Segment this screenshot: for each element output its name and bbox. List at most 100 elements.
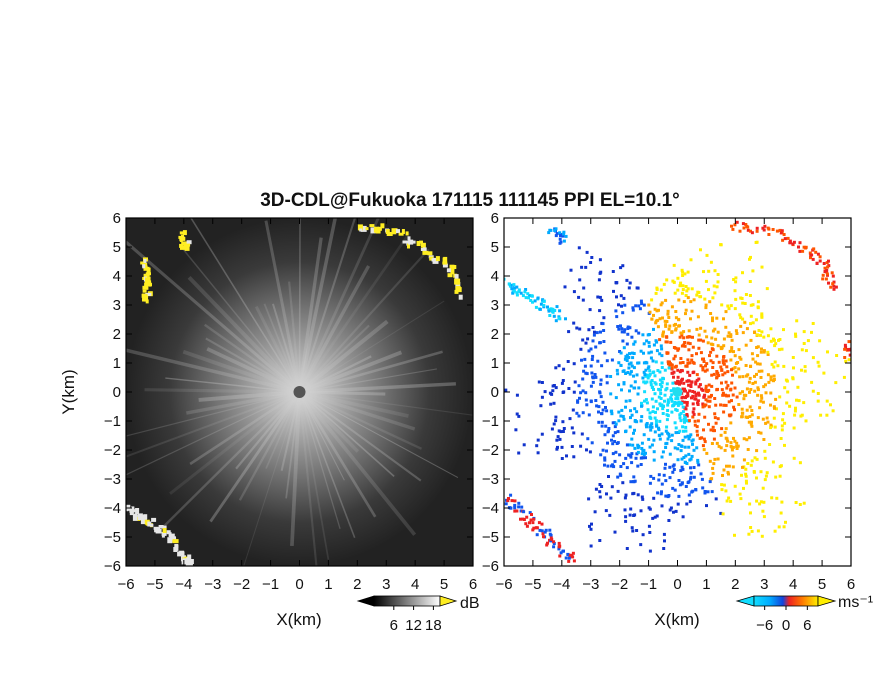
velocity-cell [611, 434, 615, 438]
velocity-cell [624, 515, 628, 519]
velocity-cell [761, 486, 765, 490]
velocity-cell [641, 376, 645, 380]
velocity-cell [681, 274, 685, 277]
snr-echo-cell [442, 257, 447, 263]
velocity-cell [708, 399, 712, 403]
velocity-cell [682, 389, 686, 393]
velocity-cell [619, 324, 622, 328]
velocity-cell [733, 307, 737, 311]
velocity-cell [630, 413, 634, 417]
velocity-cell [605, 449, 608, 453]
velocity-cell [622, 346, 626, 350]
velocity-cell [600, 420, 604, 424]
velocity-cell [640, 452, 644, 456]
snr-ray [299, 382, 456, 394]
velocity-edge-cell [557, 541, 561, 545]
velocity-colorbar-unit: ms⁻¹ [838, 594, 873, 611]
velocity-edge-cell [767, 227, 771, 231]
velocity-cell [572, 455, 576, 459]
velocity-cell [558, 437, 562, 441]
velocity-cell [649, 380, 653, 384]
velocity-cell [772, 374, 776, 378]
velocity-cell [664, 494, 668, 498]
velocity-cell [695, 425, 699, 429]
velocity-cell [560, 445, 564, 449]
x-tick-label: 3 [760, 576, 768, 593]
velocity-cell [598, 483, 602, 486]
y-tick-label: −2 [104, 442, 121, 459]
velocity-cell [676, 276, 680, 280]
velocity-cell [777, 348, 781, 352]
velocity-edge-cell [524, 296, 528, 300]
snr-ray [235, 391, 301, 470]
x-tick-label: −5 [146, 576, 163, 593]
velocity-cell [561, 420, 565, 424]
velocity-x-axis-label: X(km) [654, 610, 699, 629]
velocity-cell [704, 387, 708, 391]
velocity-cell [816, 360, 820, 364]
velocity-cell [594, 345, 598, 349]
velocity-cell [791, 377, 795, 381]
velocity-cell [591, 354, 595, 358]
velocity-cell [662, 404, 665, 408]
velocity-cell [748, 280, 752, 283]
snr-echo-cell [178, 552, 183, 556]
colorbar-tick-label: 18 [425, 617, 442, 634]
velocity-cell [683, 400, 686, 404]
velocity-cell [680, 400, 684, 404]
velocity-cell [666, 437, 670, 441]
velocity-edge-cell [818, 255, 822, 259]
velocity-cells [504, 220, 851, 563]
velocity-cell [563, 285, 567, 289]
velocity-cell [769, 327, 773, 331]
velocity-cell [745, 327, 749, 331]
velocity-cell [727, 496, 731, 500]
velocity-cell [674, 327, 678, 331]
velocity-cell [653, 416, 657, 420]
velocity-cell [515, 412, 519, 416]
velocity-cell [605, 381, 609, 385]
velocity-cell [748, 405, 752, 409]
snr-echo-cell [435, 256, 440, 262]
velocity-cell [597, 410, 600, 414]
snr-echo-cell [185, 561, 191, 566]
velocity-cell [674, 316, 678, 320]
velocity-cell [703, 369, 707, 373]
velocity-cell [709, 260, 713, 264]
velocity-cell [764, 421, 768, 425]
velocity-cell [610, 412, 614, 416]
velocity-cell [692, 298, 696, 302]
velocity-cell [693, 390, 697, 394]
velocity-cell [663, 539, 666, 543]
velocity-edge-cell [731, 227, 735, 231]
velocity-cell [825, 399, 829, 403]
velocity-cell [688, 361, 692, 365]
velocity-cell [734, 280, 738, 284]
snr-echo-cell [172, 539, 179, 544]
snr-echo-cell [454, 278, 461, 285]
velocity-cell [752, 470, 756, 474]
velocity-edge-cell [755, 229, 759, 233]
velocity-cell [707, 422, 710, 426]
velocity-cell [583, 357, 587, 361]
velocity-edge-cell [521, 294, 525, 298]
y-tick-label: −1 [104, 413, 121, 430]
velocity-cell [615, 315, 619, 319]
velocity-cell [692, 466, 696, 469]
velocity-cell [628, 372, 632, 376]
velocity-cell [744, 293, 748, 296]
velocity-cell [755, 372, 758, 376]
velocity-cell [596, 295, 600, 299]
velocity-cell [702, 437, 706, 441]
velocity-cell [635, 373, 639, 377]
velocity-cell [778, 465, 782, 469]
velocity-cell [615, 295, 618, 299]
velocity-cell [749, 314, 753, 318]
velocity-cell [696, 403, 700, 406]
velocity-cell [633, 380, 637, 384]
snr-echo-cell [153, 526, 159, 530]
velocity-cell [730, 346, 734, 350]
velocity-cell [685, 401, 689, 404]
velocity-cell [750, 420, 753, 424]
velocity-cell [661, 334, 665, 338]
